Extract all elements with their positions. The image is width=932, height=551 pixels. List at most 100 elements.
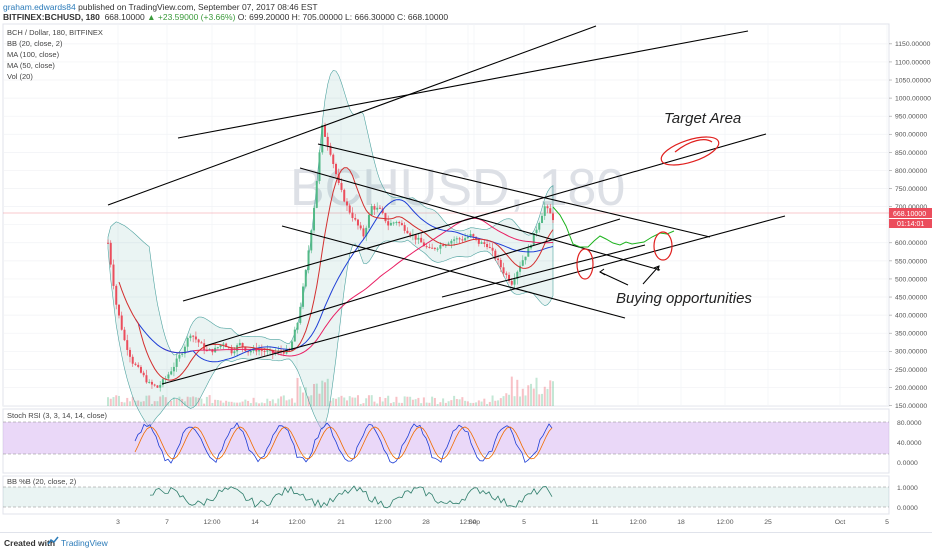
- arrow-right-head: [653, 265, 660, 272]
- xtick-label: 11: [591, 519, 598, 526]
- candle-body: [348, 205, 351, 213]
- candle-body: [326, 136, 329, 146]
- candle-body: [535, 229, 538, 234]
- legend-title: BCH / Dollar, 180, BITFINEX: [7, 28, 103, 37]
- volume-bar: [211, 402, 214, 406]
- volume-bar: [208, 395, 211, 406]
- volume-bar: [521, 388, 524, 406]
- candle-body: [499, 260, 502, 268]
- candle-body: [249, 350, 252, 353]
- volume-bar: [513, 396, 516, 406]
- candle-body: [549, 208, 552, 214]
- channel-bottom: [161, 215, 786, 385]
- trend-lines: [107, 25, 786, 385]
- candle-body: [167, 374, 170, 379]
- candle-body: [409, 233, 412, 236]
- volume-bar: [497, 400, 500, 406]
- candle-body: [488, 247, 491, 249]
- volume-bar: [107, 397, 109, 406]
- volume-bar: [538, 394, 541, 406]
- candle-body: [324, 125, 327, 137]
- tradingview-link[interactable]: TradingView: [61, 538, 108, 548]
- volume-bar: [362, 403, 365, 406]
- candle-body: [469, 234, 472, 237]
- candle-body: [384, 213, 387, 222]
- volume-bar: [115, 395, 118, 406]
- volume-bar: [433, 397, 436, 406]
- symbol-label: BITFINEX:BCHUSD, 180: [3, 12, 100, 22]
- candle-body: [508, 274, 511, 282]
- candle-body: [422, 242, 425, 247]
- created-with: Created with: [4, 538, 56, 548]
- volume-bar: [359, 403, 362, 406]
- candle-body: [293, 329, 296, 342]
- volume-bar: [340, 395, 343, 406]
- candle-body: [222, 343, 225, 345]
- volume-bar: [117, 395, 120, 406]
- volume-bar: [403, 396, 406, 406]
- volume-bar: [249, 403, 252, 406]
- candle-body: [258, 350, 261, 352]
- volume-bar: [425, 402, 428, 406]
- volume-bar: [329, 400, 332, 406]
- price-badge: 668.10000 01:14:01: [889, 208, 932, 228]
- bbpct-pane: [2, 475, 890, 515]
- price-chart[interactable]: 1150.00000 1100.00000 1050.00000 1000.00000…: [0, 0, 932, 532]
- volume-bar: [156, 401, 159, 406]
- volume-bar: [491, 395, 494, 406]
- volume-bar: [354, 397, 357, 406]
- volume-bars: [107, 376, 554, 406]
- candle-body: [365, 227, 368, 237]
- ytick-label: 1050.00000: [895, 77, 931, 84]
- buy-circle-right: [653, 231, 673, 261]
- volume-bar: [189, 397, 192, 406]
- candle-body: [194, 336, 197, 340]
- buying-opportunities-label: Buying opportunities: [616, 290, 752, 307]
- volume-bar: [389, 403, 392, 406]
- volume-bar: [356, 395, 359, 406]
- volume-bar: [409, 396, 412, 406]
- candle-body: [367, 215, 370, 228]
- ytick-label: 150.00000: [895, 403, 927, 410]
- candles: [107, 122, 554, 392]
- volume-bar: [178, 396, 181, 406]
- footer: Created with TradingView: [0, 532, 932, 551]
- bbpct-tick-1: 1.0000: [897, 485, 918, 492]
- candle-body: [502, 267, 505, 274]
- volume-bar: [280, 396, 283, 406]
- volume-bar: [466, 401, 469, 406]
- volume-bar: [494, 400, 497, 406]
- candle-body: [266, 350, 269, 352]
- candle-body: [447, 243, 450, 245]
- candle-body: [139, 366, 142, 373]
- candle-body: [519, 265, 522, 272]
- volume-bar: [233, 402, 236, 406]
- candle-body: [400, 223, 403, 226]
- candle-body: [538, 223, 541, 230]
- volume-bar: [260, 402, 263, 406]
- volume-bar: [313, 383, 316, 406]
- volume-bar: [337, 397, 340, 406]
- candle-body: [197, 339, 200, 343]
- volume-bar: [252, 397, 255, 406]
- volume-bar: [282, 395, 285, 406]
- ytick-label: 1100.00000: [895, 59, 931, 66]
- volume-bar: [293, 402, 296, 406]
- ytick-label: 1150.00000: [895, 41, 931, 48]
- arrow-left: [599, 271, 629, 286]
- volume-bar: [549, 380, 552, 406]
- volume-bar: [159, 396, 162, 406]
- volume-bar: [142, 401, 145, 406]
- highlight-circles: [576, 136, 720, 280]
- author-link[interactable]: graham.edwards84: [3, 2, 76, 12]
- fast-ma-line: [118, 167, 554, 381]
- target-scribble: [674, 139, 713, 153]
- volume-bar: [546, 388, 549, 406]
- volume-bar: [480, 401, 483, 406]
- volume-bar: [153, 401, 156, 406]
- publish-text: published on TradingView.com, September …: [78, 2, 318, 12]
- candle-body: [351, 212, 354, 218]
- candle-body: [230, 347, 233, 354]
- volume-bar: [455, 399, 458, 406]
